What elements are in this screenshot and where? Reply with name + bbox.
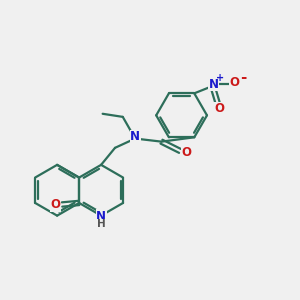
Text: N: N: [130, 130, 140, 143]
Text: N: N: [208, 77, 218, 91]
Text: O: O: [230, 76, 239, 89]
Text: +: +: [216, 73, 224, 83]
Text: H: H: [97, 219, 106, 229]
Text: O: O: [214, 102, 224, 115]
Text: -: -: [240, 70, 246, 86]
Text: N: N: [96, 210, 106, 223]
Text: O: O: [50, 198, 60, 211]
Text: O: O: [182, 146, 192, 159]
